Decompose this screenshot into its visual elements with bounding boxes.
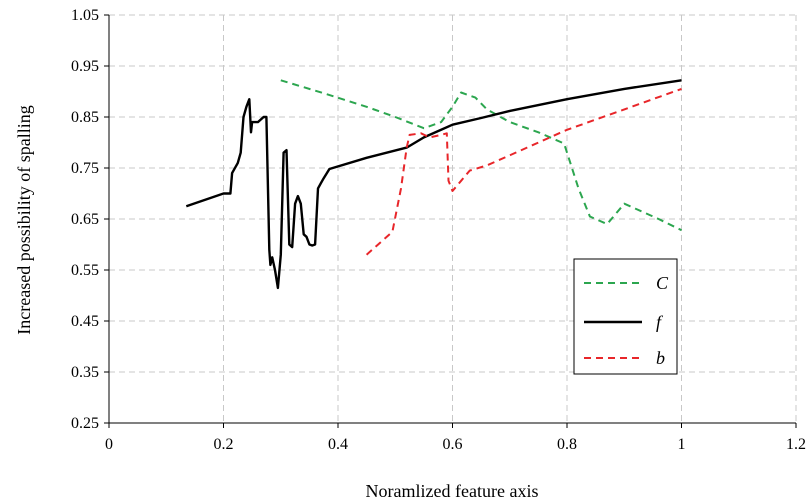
- legend-label-C: C: [656, 273, 669, 293]
- series-layer: [185, 79, 682, 290]
- y-tick-label: 0.85: [71, 109, 99, 126]
- x-tick-label: 0.8: [557, 436, 577, 453]
- legend: Cfb: [573, 258, 678, 375]
- y-tick-label: 0.45: [71, 313, 99, 330]
- legend-label-b: b: [656, 348, 665, 368]
- series-line-f: [185, 79, 682, 290]
- legend-box: [573, 258, 678, 375]
- x-tick-label: 1.2: [786, 436, 806, 453]
- legend-label-f: f: [656, 312, 664, 332]
- y-tick-labels: 0.25 0.35 0.45 0.55 0.65 0.75 0.85 0.95 1.05: [71, 7, 99, 432]
- y-tick-label: 0.65: [71, 211, 99, 228]
- y-axis-title: Increased possibility of spalling: [14, 105, 34, 334]
- y-tick-label: 0.95: [71, 58, 99, 75]
- y-tick-label: 0.25: [71, 415, 99, 432]
- y-tick-label: 0.35: [71, 364, 99, 381]
- x-tick-label: 0.2: [214, 436, 234, 453]
- x-tick-label: 1: [678, 436, 686, 453]
- series-line-C: [280, 79, 682, 232]
- x-axis-title: Noramlized feature axis: [366, 481, 539, 501]
- series-line-b: [365, 87, 682, 256]
- y-tick-label: 0.55: [71, 262, 99, 279]
- x-tick-label: 0: [105, 436, 113, 453]
- y-tick-label: 1.05: [71, 7, 99, 24]
- x-tick-label: 0.4: [328, 436, 348, 453]
- x-tick-labels: 0 0.2 0.4 0.6 0.8 1 1.2: [105, 436, 806, 453]
- y-tick-label: 0.75: [71, 160, 99, 177]
- axes: [104, 14, 797, 428]
- x-tick-label: 0.6: [443, 436, 463, 453]
- gridlines: [109, 14, 797, 423]
